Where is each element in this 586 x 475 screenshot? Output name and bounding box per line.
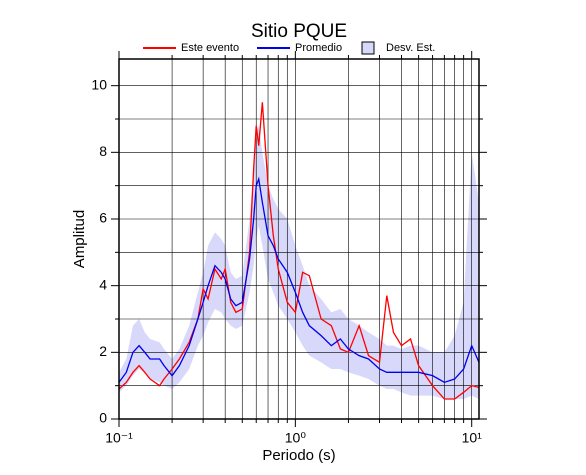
y-tick-label: 8 xyxy=(99,143,107,159)
y-tick-label: 2 xyxy=(99,343,107,359)
y-tick-label: 0 xyxy=(99,410,107,426)
y-tick-label: 4 xyxy=(99,276,107,292)
legend-label: Promedio xyxy=(295,42,342,54)
x-tick-label: 10⁻¹ xyxy=(105,430,133,446)
series-line xyxy=(118,176,480,384)
series-line xyxy=(118,102,480,400)
y-tick-label: 10 xyxy=(91,76,107,92)
x-tick-label: 10⁰ xyxy=(285,430,307,446)
legend-label: Desv. Est. xyxy=(386,42,435,54)
chart-title: Sitio PQUE xyxy=(251,21,347,42)
x-axis-label: Periodo (s) xyxy=(262,447,335,464)
y-axis-label: Amplitud xyxy=(71,210,88,268)
y-tick-label: 6 xyxy=(99,210,107,226)
legend-swatch xyxy=(361,41,375,55)
x-tick-label: 10¹ xyxy=(462,430,483,446)
plot-frame xyxy=(118,58,480,420)
legend-label: Este evento xyxy=(181,42,239,54)
std-band xyxy=(119,125,479,400)
